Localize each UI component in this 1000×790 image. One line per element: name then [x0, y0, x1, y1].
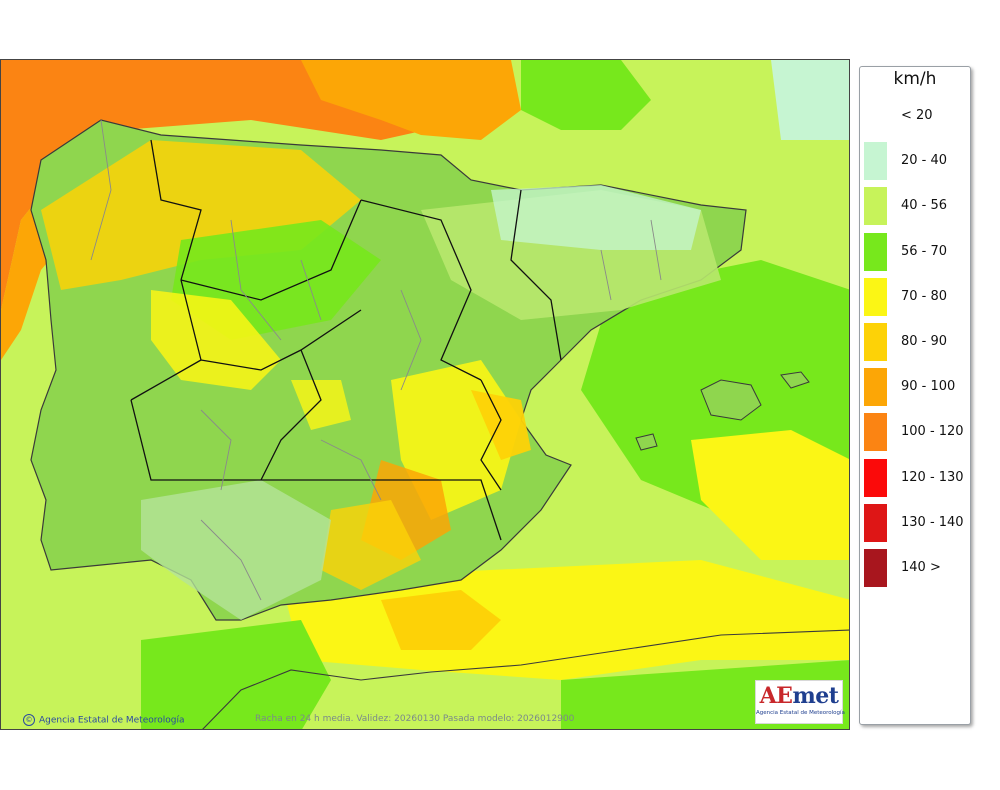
mallorca	[700, 379, 762, 421]
legend-class: 130 - 140	[864, 503, 968, 542]
legend-swatch	[864, 277, 887, 316]
legend-class-label: 40 - 56	[901, 198, 948, 214]
agency-credit-text: Agencia Estatal de Meteorología	[39, 715, 185, 726]
legend-swatch	[864, 232, 887, 271]
legend-swatch	[864, 142, 887, 181]
legend-class: 40 - 56	[864, 187, 968, 226]
legend-swatch	[864, 187, 887, 226]
betic-gust-zone	[321, 500, 421, 590]
legend-class: 20 - 40	[864, 142, 968, 181]
atlantic-gust-zone	[1, 60, 491, 310]
legend-class-label: < 20	[901, 108, 933, 123]
legend-swatch	[864, 413, 887, 452]
legend-class: 140 >	[864, 549, 968, 587]
legend-class-label: 90 - 100	[901, 379, 956, 395]
legend-class: < 20	[864, 97, 968, 135]
legend-swatch	[864, 549, 887, 587]
menorca	[780, 371, 810, 389]
legend-class-label: 20 - 40	[901, 153, 948, 169]
levante-strong-zone	[471, 390, 531, 460]
legend-swatch	[864, 323, 887, 361]
legend-swatch	[864, 368, 887, 407]
gulf-lion-calm	[771, 60, 849, 140]
legend-swatch	[864, 503, 887, 542]
guadalquivir-field	[141, 480, 331, 620]
wind-gust-map: © Agencia Estatal de Meteorología Racha e…	[0, 59, 850, 730]
copyright-icon: ©	[23, 714, 35, 726]
legend-class-label: 70 - 80	[901, 288, 948, 304]
legend-unit-label: km/h	[893, 69, 937, 89]
biscay-east-field	[521, 60, 651, 130]
legend-class-label: 80 - 90	[901, 334, 948, 349]
africa-coast	[202, 629, 849, 729]
agency-credit[interactable]: © Agencia Estatal de Meteorología	[23, 714, 185, 726]
ibiza	[635, 433, 658, 451]
meseta-gust-zone	[151, 290, 281, 390]
legend-class-label: 100 - 120	[901, 424, 964, 440]
legend-class-label: 140 >	[901, 560, 941, 575]
legend-class-label: 130 - 140	[901, 514, 964, 530]
strait-field	[141, 620, 331, 729]
legend-swatch	[864, 458, 887, 497]
pyrenees-calm-zone	[491, 185, 701, 250]
legend-class: 80 - 90	[864, 323, 968, 361]
north-gust-zone	[41, 140, 361, 290]
legend-class: 56 - 70	[864, 232, 968, 271]
mediterranean-gust-zone	[691, 430, 849, 560]
map-canvas	[1, 60, 849, 729]
province-borders	[90, 119, 662, 601]
legend-class: 70 - 80	[864, 277, 968, 316]
alboran-strong-zone	[381, 590, 501, 650]
aemet-logo-subtitle: Agencia Estatal de Meteorología	[756, 710, 845, 716]
aemet-logo-wordmark: AEmet	[759, 683, 839, 709]
region-borders	[130, 139, 562, 541]
biscay-gust-zone	[301, 60, 521, 140]
legend-class-label: 120 - 130	[901, 469, 964, 485]
central-gust-zone	[291, 380, 351, 430]
wind-gust-legend: km/h < 20 20 - 40 40 - 56 56 - 70 70 - 80 80 …	[859, 66, 971, 725]
validity-info: Racha en 24 h media. Validez: 20260130 P…	[255, 714, 575, 724]
aemet-logo[interactable]: AEmet Agencia Estatal de Meteorología	[755, 680, 845, 724]
legend-class: 100 - 120	[864, 413, 968, 452]
legend-swatch	[864, 97, 887, 135]
legend-class: 120 - 130	[864, 458, 968, 497]
legend-class: 90 - 100	[864, 368, 968, 407]
legend-class-label: 56 - 70	[901, 243, 948, 259]
